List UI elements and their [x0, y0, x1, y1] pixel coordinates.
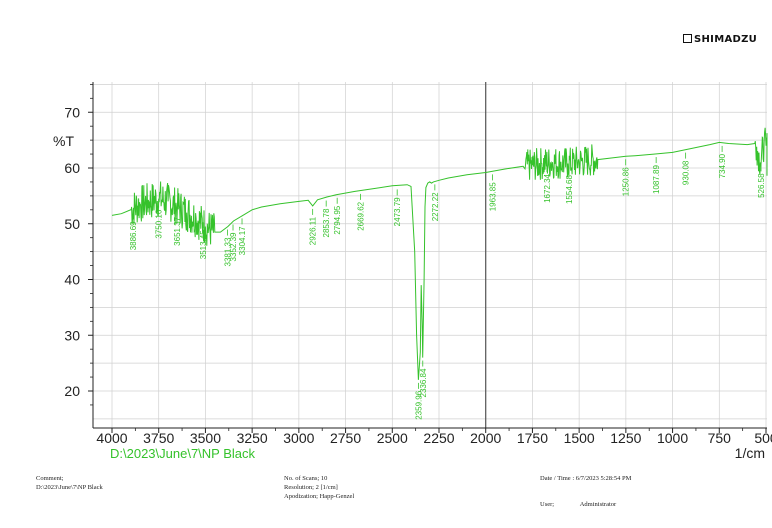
x-tick-label: 2750	[330, 430, 361, 446]
peak-label: 2272.22	[431, 184, 440, 221]
peak-label: 2473.79	[393, 189, 402, 226]
x-tick-label: 1000	[657, 430, 688, 446]
shimadzu-logo: SHIMADZU	[683, 34, 757, 45]
x-tick-label: 3750	[143, 430, 174, 446]
peak-label: 2669.62	[357, 193, 366, 231]
peak-value: 930.08	[682, 160, 691, 185]
grid-lines	[93, 82, 767, 428]
x-tick-label: 3500	[190, 430, 221, 446]
peak-label: 1554.68	[565, 167, 574, 204]
peak-labels: 3886.69 3750.16 3651.37 3513.45 3381.333352.…	[129, 145, 766, 420]
datetime-value: Date / Time : 6/7/2023 5:28:54 PM	[540, 475, 632, 482]
user-block: User; Administrator	[540, 500, 616, 509]
peak-label: 3381.33	[224, 229, 233, 266]
spectrum-line	[111, 127, 768, 380]
peak-label: 2794.95	[333, 197, 342, 235]
comment-block: Comment; D:\2023\June\7\NP Black	[36, 474, 103, 492]
y-axis-ticks: 20 30 40 50 60 70	[64, 83, 93, 406]
peak-label: 3352.39	[229, 224, 238, 261]
comment-value: D:\2023\June\7\NP Black	[36, 484, 103, 491]
comment-label: Comment;	[36, 475, 64, 482]
x-axis-ticks: 4000 3750 3500 3250 3000 2750 2500 2250 2000 1750…	[96, 428, 772, 446]
y-axis-label: %T	[53, 133, 74, 149]
x-tick-label: 1250	[610, 430, 641, 446]
peak-value: 526.58	[757, 173, 766, 198]
peak-value: 2853.78	[322, 208, 331, 237]
y-tick-label: 60	[64, 160, 80, 176]
file-path-label: D:\2023\June\7\NP Black	[110, 446, 256, 461]
peak-label: 3304.17	[238, 218, 247, 255]
peak-label: 526.58	[757, 165, 766, 198]
x-tick-label: 3000	[283, 430, 314, 446]
y-tick-label: 40	[64, 272, 80, 288]
peak-value: 3304.17	[238, 226, 247, 255]
peak-value: 2359.96	[414, 390, 423, 419]
x-tick-label: 500	[754, 430, 772, 446]
x-tick-label: 2250	[423, 430, 454, 446]
peak-label: 930.08	[682, 152, 691, 185]
peak-value: 1672.34	[543, 173, 552, 202]
x-tick-label: 1500	[564, 430, 595, 446]
user-value: Administrator	[579, 501, 617, 508]
peak-label: 734.90	[718, 145, 727, 178]
apodization-value: Apodization; Happ-Genzel	[284, 493, 355, 500]
peak-label: 3750.16	[155, 201, 164, 239]
peak-label: 1087.89	[652, 157, 661, 194]
peak-label: 3886.69	[129, 213, 138, 250]
x-tick-label: 4000	[96, 430, 127, 446]
peak-label: 1250.86	[622, 159, 631, 196]
x-tick-label: 3250	[237, 430, 268, 446]
peak-value: 2272.22	[431, 192, 440, 221]
peak-label: 1963.85	[488, 174, 497, 211]
peak-label: 2926.11	[309, 208, 318, 245]
peak-value: 1963.85	[488, 182, 497, 211]
peak-value: 2926.11	[309, 216, 318, 245]
scan-parameters: No. of Scans; 10 Resolution; 2 [1/cm] Ap…	[284, 474, 354, 501]
peak-value: 1554.68	[565, 175, 574, 204]
x-tick-label: 1750	[517, 430, 548, 446]
plot-axes	[92, 82, 767, 429]
x-tick-label: 2000	[470, 430, 501, 446]
peak-value: 3513.45	[199, 230, 208, 259]
x-tick-label: 750	[708, 430, 732, 446]
datetime-block: Date / Time : 6/7/2023 5:28:54 PM	[540, 474, 631, 483]
peak-value: 2336.84	[419, 368, 428, 397]
x-tick-label: 2500	[377, 430, 408, 446]
peak-value: 2794.95	[333, 205, 342, 234]
peak-value: 3381.33	[224, 237, 233, 266]
peak-value: 3750.16	[155, 209, 164, 238]
user-label: User;	[540, 501, 555, 508]
y-tick-label: 50	[64, 216, 80, 232]
peak-label: 3651.37	[173, 208, 182, 246]
y-tick-label: 70	[64, 104, 80, 120]
peak-label: 1672.34	[543, 165, 552, 203]
peak-value: 3886.69	[129, 221, 138, 250]
y-tick-label: 30	[64, 327, 80, 343]
logo-mark-icon	[683, 34, 692, 43]
peak-label: 2359.96	[414, 382, 423, 420]
scans-count: No. of Scans; 10	[284, 475, 328, 482]
peak-value: 3651.37	[173, 216, 182, 245]
peak-value: 734.90	[718, 153, 727, 178]
peak-value: 2669.62	[357, 201, 366, 230]
peak-label: 3513.45	[199, 222, 208, 259]
peak-value: 1250.86	[622, 167, 631, 196]
peak-value: 1087.89	[652, 165, 661, 194]
resolution-value: Resolution; 2 [1/cm]	[284, 484, 338, 491]
peak-value: 2473.79	[393, 197, 402, 226]
peak-label: 2336.84	[419, 360, 428, 397]
peak-label: 2853.78	[322, 200, 331, 237]
y-tick-label: 20	[64, 383, 80, 399]
peak-value: 3352.39	[229, 232, 238, 261]
x-axis-unit: 1/cm	[735, 445, 765, 461]
